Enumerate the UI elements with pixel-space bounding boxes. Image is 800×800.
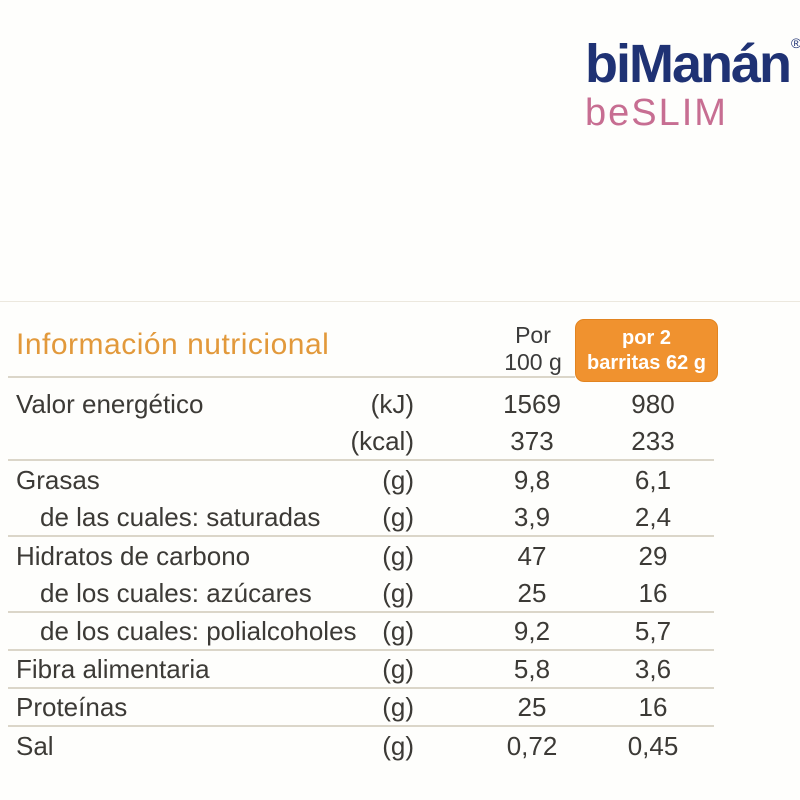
row-label: de los cuales: azúcares [40,577,312,608]
row-label: Proteínas [16,691,128,722]
per-100g-header-line1: Por [515,322,551,348]
top-divider [0,301,800,302]
row-value-per2: 2,4 [634,501,672,532]
row-value-per100: 9,8 [513,464,551,495]
table-row: de las cuales: saturadas (g) 3,9 2,4 [8,499,714,537]
table-row: de los cuales: azúcares (g) 25 16 [8,575,714,613]
row-value-per100: 373 [510,425,554,456]
header-divider [8,376,575,378]
table-title: Información nutricional [16,328,330,361]
row-label: de las cuales: saturadas [40,501,321,532]
nutrition-rows: Valor energético (kJ) 1569 980 (kcal) 37… [8,385,714,765]
per-2-badge-line1: por 2 [622,327,671,349]
table-row: Fibra alimentaria (g) 5,8 3,6 [8,651,714,689]
brand-subline: beSLIM [585,92,728,134]
row-value-per100: 25 [517,577,547,608]
row-label: Hidratos de carbono [16,540,251,571]
row-label: Sal [16,730,54,761]
row-unit: (g) [382,691,414,722]
row-value-per2: 16 [638,577,668,608]
per-2-badge-line2: barritas 62 g [587,352,706,374]
row-value-per2: 0,45 [627,730,679,761]
table-row: de los cuales: polialcoholes (g) 9,2 5,7 [8,613,714,651]
row-value-per100: 9,2 [513,615,551,646]
row-unit: (g) [382,615,414,646]
row-unit: (g) [382,577,414,608]
row-value-per2: 3,6 [634,653,672,684]
brand-logo: biManán® beSLIM [585,36,800,132]
row-label: Valor energético [16,388,204,419]
per-100g-column-header: Por 100 g [472,322,594,376]
table-row: Proteínas (g) 25 16 [8,689,714,727]
row-value-per2: 233 [631,425,675,456]
per-2-barritas-badge: por 2 barritas 62 g [575,319,718,382]
row-value-per2: 980 [631,388,675,419]
brand-name-text: biManán [585,34,792,94]
row-unit: (g) [382,540,414,571]
brand-name: biManán® [585,36,800,91]
row-value-per100: 25 [517,691,547,722]
table-row: Grasas (g) 9,8 6,1 [8,461,714,499]
row-unit: (g) [382,730,414,761]
row-value-per2: 29 [638,540,668,571]
registered-trademark-mark: ® [791,35,800,51]
row-unit: (g) [382,464,414,495]
row-value-per2: 5,7 [634,615,672,646]
row-unit: (g) [382,653,414,684]
row-label: Fibra alimentaria [16,653,210,684]
row-value-per100: 3,9 [513,501,551,532]
row-unit: (g) [382,501,414,532]
row-label: Grasas [16,464,100,495]
row-unit: (kJ) [370,388,414,419]
table-row: (kcal) 373 233 [8,423,714,461]
row-value-per100: 0,72 [506,730,558,761]
row-value-per100: 5,8 [513,653,551,684]
row-label: de los cuales: polialcoholes [40,615,357,646]
row-value-per100: 1569 [503,388,561,419]
row-value-per2: 6,1 [634,464,672,495]
per-100g-header-line2: 100 g [504,349,562,375]
table-row: Valor energético (kJ) 1569 980 [8,385,714,423]
table-row: Sal (g) 0,72 0,45 [8,727,714,765]
table-row: Hidratos de carbono (g) 47 29 [8,537,714,575]
row-value-per100: 47 [517,540,547,571]
row-unit: (kcal) [350,425,414,456]
row-value-per2: 16 [638,691,668,722]
